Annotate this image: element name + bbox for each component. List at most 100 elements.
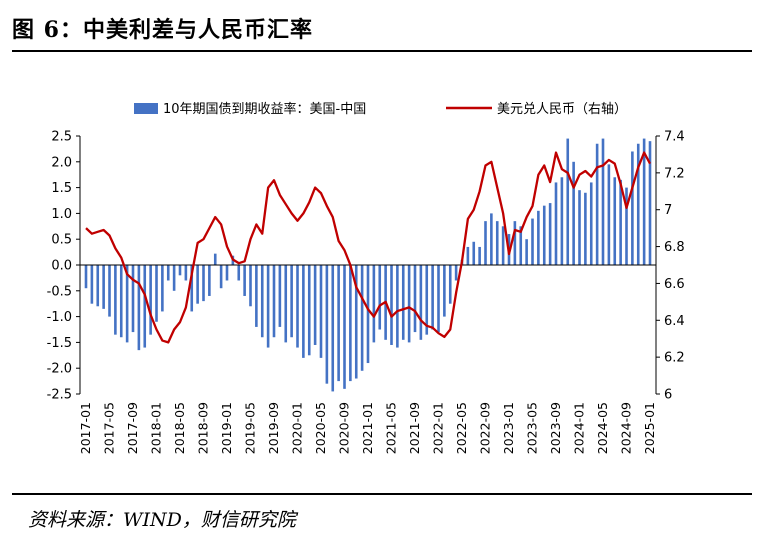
bar-2017-12 (149, 265, 152, 335)
x-tick-label-2017-05: 2017-05 (102, 402, 117, 454)
bar-2024-11 (636, 143, 640, 265)
bar-2018-01 (155, 265, 158, 322)
bar-2018-09 (202, 265, 205, 302)
legend-bar-swatch (134, 103, 158, 114)
bar-2018-03 (166, 265, 170, 281)
bar-2017-06 (114, 265, 117, 335)
bar-2019-09 (272, 265, 276, 338)
bar-2024-10 (631, 151, 634, 265)
bar-2023-09 (554, 182, 558, 265)
bar-2024-08 (619, 179, 622, 265)
bar-2017-01 (84, 265, 88, 289)
bar-2017-02 (90, 265, 94, 304)
bar-2022-08 (478, 246, 481, 265)
bar-2017-05 (108, 265, 111, 317)
bar-2018-11 (213, 253, 217, 265)
bar-2021-12 (431, 265, 434, 330)
left-tick-label-0.0: 0.0 (51, 259, 72, 274)
bar-2018-04 (172, 265, 176, 291)
x-tick-label-2022-01: 2022-01 (431, 402, 446, 454)
x-tick-label-2017-01: 2017-01 (78, 402, 93, 454)
bar-2022-09 (484, 221, 487, 265)
bar-2019-08 (266, 265, 270, 348)
bar-2022-02 (443, 265, 446, 317)
legend-bar-label: 10年期国债到期收益率：美国-中国 (163, 101, 366, 117)
legend-line-label: 美元兑人民币（右轴） (497, 102, 627, 117)
bar-2021-07 (401, 265, 405, 340)
bar-2023-06 (537, 210, 540, 265)
bar-2020-11 (354, 265, 358, 379)
bar-2019-03 (237, 265, 241, 281)
bar-2019-01 (225, 265, 229, 281)
x-tick-label-2024-01: 2024-01 (572, 402, 587, 454)
x-tick-label-2017-09: 2017-09 (125, 402, 140, 454)
bar-2024-01 (578, 190, 581, 265)
bar-2018-08 (196, 265, 199, 304)
bar-2020-04 (313, 265, 317, 345)
bar-2019-06 (255, 265, 258, 327)
left-tick-label--2.0: -2.0 (47, 362, 72, 377)
left-tick-label-1.5: 1.5 (51, 181, 72, 196)
bar-2019-07 (260, 265, 264, 338)
bar-2024-07 (613, 177, 617, 265)
bar-2017-04 (102, 265, 105, 309)
x-tick-label-2021-01: 2021-01 (360, 402, 375, 454)
bar-2024-03 (589, 182, 593, 265)
bar-2022-07 (472, 241, 476, 265)
bar-2023-02 (513, 221, 517, 265)
bar-2024-05 (601, 138, 605, 265)
x-tick-label-2019-09: 2019-09 (266, 402, 281, 454)
bar-2019-04 (243, 265, 246, 296)
x-tick-label-2018-09: 2018-09 (196, 402, 211, 454)
bar-2018-10 (208, 265, 211, 296)
x-tick-label-2020-01: 2020-01 (290, 402, 305, 454)
bar-2021-09 (413, 265, 417, 333)
x-tick-label-2020-05: 2020-05 (313, 402, 328, 454)
left-tick-label-2.5: 2.5 (51, 130, 72, 145)
bar-2021-05 (390, 265, 393, 345)
bar-2017-03 (96, 265, 100, 307)
bar-2020-09 (343, 265, 346, 389)
bar-2023-12 (572, 161, 575, 265)
x-tick-label-2018-05: 2018-05 (172, 402, 187, 454)
bar-2024-06 (607, 164, 611, 265)
bar-2020-07 (331, 265, 335, 392)
bar-2020-01 (296, 265, 299, 348)
right-tick-label-6.6: 6.6 (664, 277, 685, 292)
x-tick-label-2021-05: 2021-05 (384, 402, 399, 454)
x-axis-ticks: 2017-01 2017-05 2017-09 2018-01 2018-05 2018-… (78, 402, 657, 454)
bar-2024-09 (625, 187, 628, 265)
bar-2018-05 (178, 265, 182, 276)
bar-2020-08 (337, 265, 340, 382)
bar-2017-09 (131, 265, 135, 333)
bar-2022-12 (501, 226, 505, 265)
right-tick-label-6: 6 (664, 388, 672, 403)
bar-2019-11 (284, 265, 288, 343)
figure-title: 图 6：中美利差与人民币汇率 (12, 17, 313, 43)
usd-cny-line (85, 151, 652, 344)
bar-2024-12 (642, 138, 646, 265)
bar-2022-01 (437, 265, 440, 333)
bar-2019-12 (290, 265, 293, 338)
bar-2020-12 (360, 265, 364, 371)
legend: 10年期国债到期收益率：美国-中国 美元兑人民币（右轴） (134, 101, 627, 117)
right-tick-label-6.2: 6.2 (664, 351, 685, 366)
x-tick-label-2022-09: 2022-09 (478, 402, 493, 454)
bar-2017-11 (143, 265, 147, 348)
x-tick-label-2021-09: 2021-09 (407, 402, 422, 454)
left-tick-label-0.5: 0.5 (51, 233, 72, 248)
left-tick-label--2.5: -2.5 (47, 388, 72, 403)
bar-2023-03 (519, 226, 523, 265)
line-series (85, 151, 652, 344)
bar-2021-08 (407, 265, 411, 343)
bar-2021-03 (378, 265, 382, 330)
bar-2023-04 (525, 239, 528, 265)
bar-2020-02 (302, 265, 305, 358)
bar-2018-06 (184, 265, 188, 281)
bar-2018-02 (161, 265, 164, 312)
bar-2023-11 (566, 138, 570, 265)
title-rule (12, 50, 752, 52)
x-tick-label-2019-05: 2019-05 (243, 402, 258, 454)
bar-2019-05 (249, 265, 252, 307)
bar-2020-03 (307, 265, 311, 356)
